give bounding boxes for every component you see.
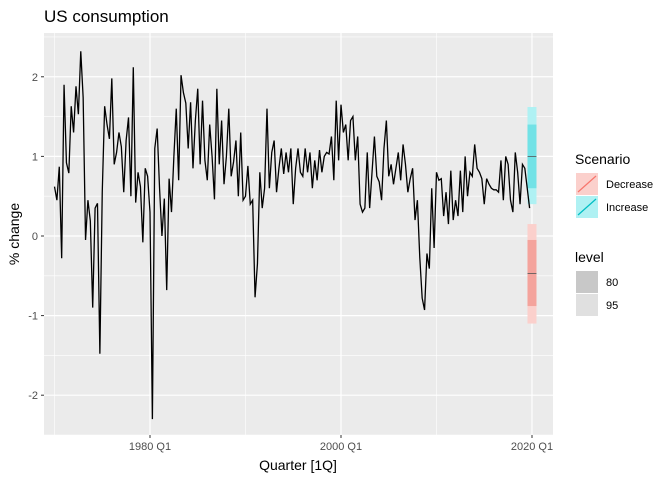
level-legend: level 80 95 [575,249,618,316]
x-tick-label: 1980 Q1 [129,441,171,453]
forecast-intervals [527,107,537,324]
scenario-legend: Scenario Decrease Increase [575,151,653,218]
y-axis-title: % change [6,203,22,265]
x-tick-label: 2020 Q1 [511,441,553,453]
chart-title: US consumption [44,7,169,26]
y-tick-label: -1 [28,311,38,323]
x-tick-label: 2000 Q1 [320,441,362,453]
scenario-key-label: Decrease [606,179,653,191]
level-key-label: 80 [606,277,618,289]
x-axis-ticks: 1980 Q1 2000 Q1 2020 Q1 [129,435,553,453]
x-axis-title: Quarter [1Q] [259,457,337,473]
level-legend-title: level [575,249,604,265]
scenario-key-line [577,198,597,216]
plot-panel [44,33,553,435]
level-key-swatch [576,271,598,293]
minor-gridlines [44,33,553,436]
consumption-line [53,51,531,420]
y-tick-label: -2 [28,390,38,402]
scenario-legend-title: Scenario [575,151,630,167]
scenario-key-line [577,175,597,193]
level-key-swatch [576,294,598,316]
scenario-key-label: Increase [606,202,648,214]
y-tick-label: 2 [32,72,38,84]
y-axis-ticks: -2 -1 0 1 2 [28,72,44,402]
y-tick-label: 1 [32,151,38,163]
y-tick-label: 0 [32,231,38,243]
level-key-label: 95 [606,300,618,312]
